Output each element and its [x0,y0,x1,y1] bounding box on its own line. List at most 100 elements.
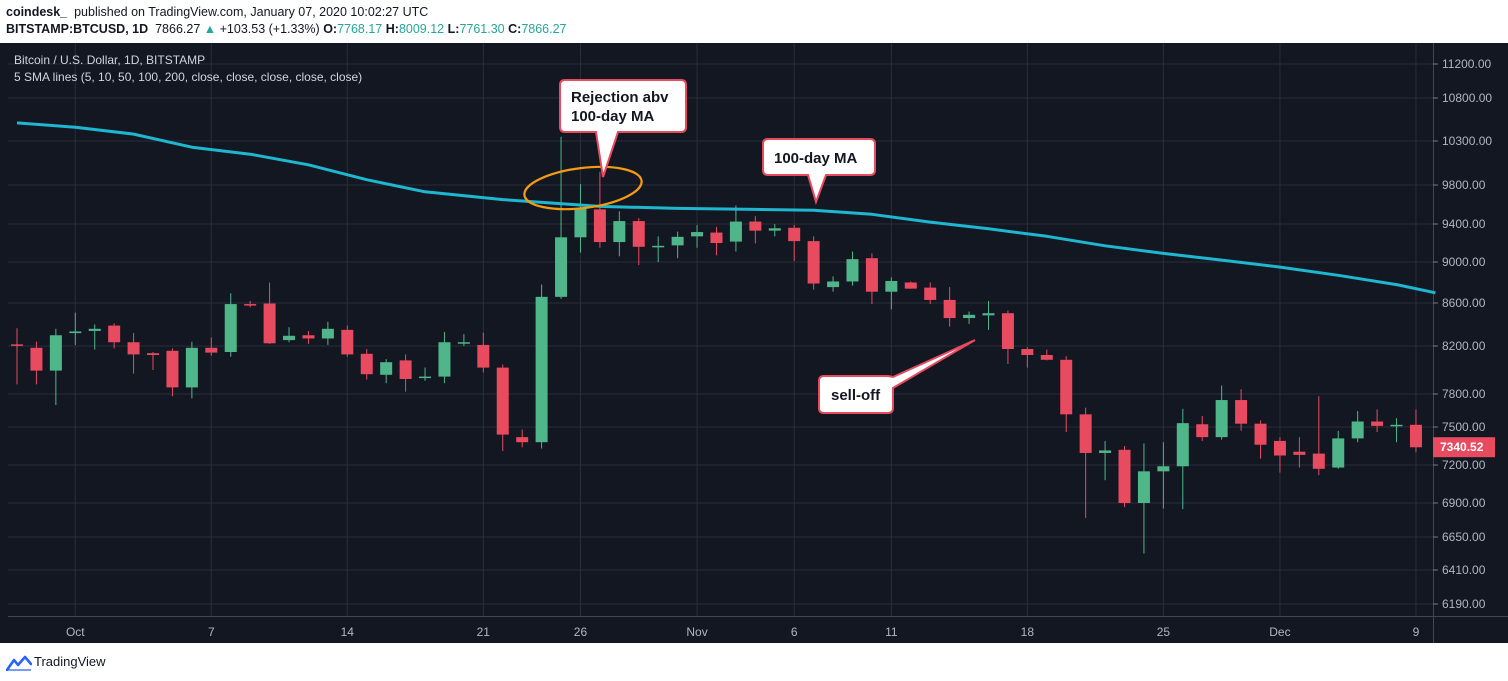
candle-body [574,208,587,238]
candle-body [1235,400,1248,424]
rejection-ellipse [523,165,643,211]
candle-body [691,232,704,237]
candle-body [69,331,82,334]
candle-body [1157,466,1170,472]
published-info: published on TradingView.com, January 07… [74,5,429,19]
candle-body [1293,451,1306,455]
low-label: L: [447,22,460,36]
candle [341,325,354,357]
candle [1079,407,1092,518]
candle [1254,420,1267,459]
open-label: O: [323,22,338,36]
candle [1196,416,1209,441]
candle [1021,347,1034,368]
candle [593,171,606,248]
candle-body [846,259,859,282]
candle [1001,310,1014,364]
candle-body [535,296,548,443]
candle-body [399,360,412,379]
candle [555,136,568,299]
candle [904,281,917,289]
candle-body [380,362,393,375]
candle [30,341,43,385]
candle-body [1371,421,1384,426]
candle-body [516,437,529,443]
candle [477,332,490,373]
candle [1060,356,1073,433]
publisher-name[interactable]: coindesk_ [6,5,68,19]
x-tick-label: Dec [1269,625,1290,639]
x-tick-label: 21 [477,625,491,639]
candle-body [1040,355,1053,360]
candle-body [807,241,820,284]
candle-body [1001,313,1014,349]
candle [768,224,781,237]
x-tick-label: 7 [208,625,215,639]
candle-body [1196,424,1209,438]
candle [360,349,373,380]
candle [1137,443,1150,554]
x-tick-label: 9 [1413,625,1420,639]
candle [613,211,626,257]
candle [438,332,451,384]
y-tick-label: 7800.00 [1442,387,1486,401]
candle-body [1332,438,1345,468]
candle [865,253,878,305]
candle-body [166,350,179,388]
tradingview-brand[interactable]: TradingView [34,654,106,669]
candle-body [477,344,490,368]
candle [419,367,432,381]
indicator-legend[interactable]: 5 SMA lines (5, 10, 50, 100, 200, close,… [14,70,363,84]
candle-body [982,313,995,316]
candlestick-chart[interactable]: 11200.00 10800.00 10300.00 9800.00 9400.00 90… [0,43,1508,643]
candle-body [438,342,451,377]
x-tick-label: Oct [66,625,85,639]
candle [224,293,237,357]
candle [807,236,820,290]
candle-body [963,314,976,319]
y-tick-label: 9400.00 [1442,217,1486,231]
y-tick-label: 7200.00 [1442,458,1486,472]
x-tick-label: 11 [885,625,898,639]
candle-body [827,281,840,288]
y-tick-label: 8600.00 [1442,296,1486,310]
rejection-callout-line1: Rejection abv [571,89,669,106]
selloff-callout [818,339,976,414]
candle-body [1351,421,1364,439]
chart-panel[interactable]: 11200.00 10800.00 10300.00 9800.00 9400.00 90… [0,43,1508,643]
candle [924,282,937,305]
candle [1351,411,1364,443]
candle-body [419,376,432,379]
candle-body [943,299,956,319]
candle-body [244,304,257,306]
candle [1099,440,1112,481]
candle-body [865,258,878,292]
candle [846,251,859,286]
candle [710,226,723,256]
candle-body [30,347,43,371]
last-price-label: 7340.52 [1440,440,1484,454]
x-tick-label: Nov [686,625,707,639]
candle [399,354,412,392]
candle-body [1099,450,1112,453]
candle [1332,430,1345,469]
candle-body [1060,359,1073,415]
price-change: +103.53 (+1.33%) [219,22,320,36]
candle [321,321,334,345]
candle [982,300,995,330]
candle [1293,437,1306,468]
candle-body [263,303,276,344]
high-label: H: [385,22,399,36]
y-tick-label: 6900.00 [1442,496,1486,510]
candle-body [749,221,762,231]
candle-body [613,221,626,243]
candle-body [710,232,723,243]
candle-body [904,282,917,289]
candle [1215,385,1228,440]
x-tick-label: 18 [1021,625,1035,639]
candle-body [729,221,742,242]
candle [1390,418,1403,443]
candle [11,328,23,385]
candle-body [1118,449,1131,503]
candle-body [1215,400,1228,438]
